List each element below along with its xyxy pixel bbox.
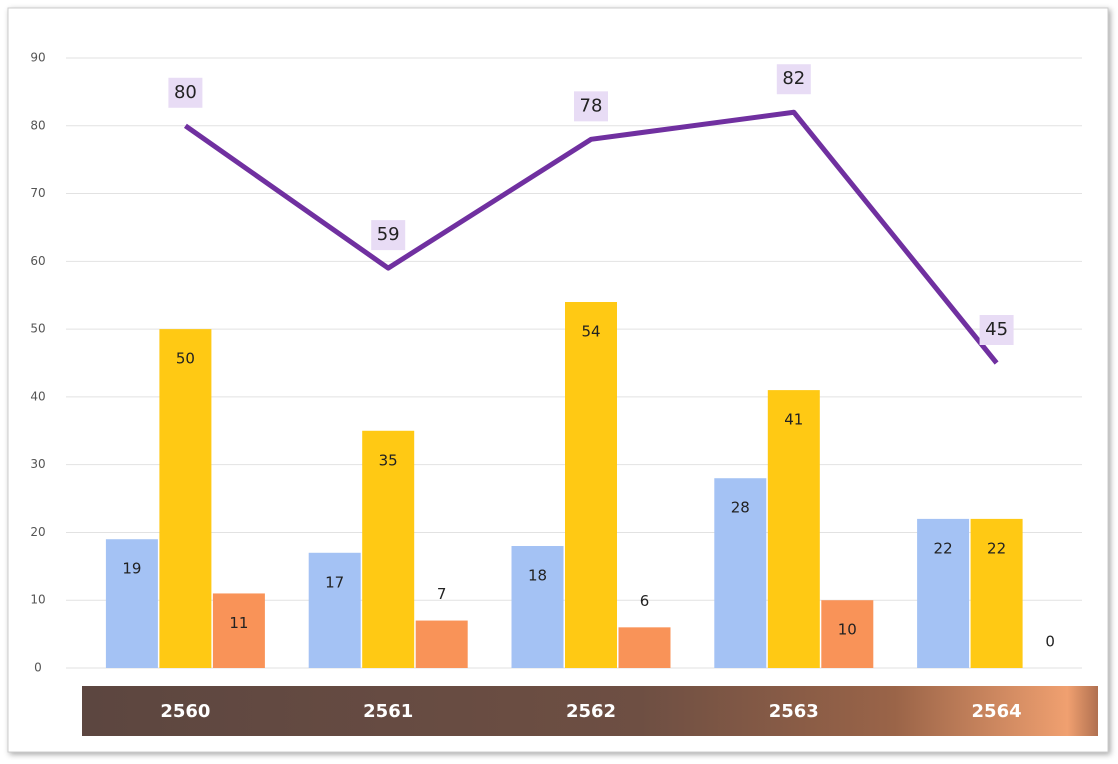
value-label: 28 — [731, 499, 750, 517]
value-label: 54 — [581, 323, 600, 341]
value-label: 17 — [325, 573, 344, 591]
value-label: 59 — [377, 224, 400, 245]
y-tick-label: 10 — [30, 593, 45, 607]
y-tick-label: 0 — [34, 661, 42, 675]
bar — [212, 593, 265, 668]
x-tick-label: 2562 — [566, 701, 616, 722]
value-label: 10 — [838, 621, 857, 639]
bar — [415, 620, 468, 668]
value-label: 22 — [987, 539, 1006, 557]
value-label-box — [574, 91, 608, 122]
value-label-box — [371, 220, 406, 251]
x-tick-label: 2561 — [363, 701, 413, 722]
value-label: 11 — [229, 614, 248, 632]
value-label: 0 — [1045, 633, 1055, 651]
value-label: 22 — [934, 539, 953, 557]
bar — [159, 329, 212, 668]
bar — [308, 552, 361, 668]
bar — [618, 627, 671, 668]
x-tick-label: 2564 — [972, 701, 1022, 722]
value-label-box — [168, 77, 203, 108]
value-label: 35 — [379, 451, 398, 469]
value-label: 7 — [437, 585, 447, 603]
value-label: 6 — [640, 592, 650, 610]
bar — [362, 430, 415, 668]
bar — [821, 600, 874, 668]
category-band — [82, 686, 1098, 736]
value-label: 18 — [528, 567, 547, 585]
bar — [917, 518, 970, 668]
bar — [714, 478, 767, 668]
x-tick-label: 2560 — [160, 701, 210, 722]
value-label: 50 — [176, 350, 195, 368]
bar — [970, 518, 1023, 668]
y-tick-label: 30 — [30, 457, 45, 471]
y-tick-label: 60 — [30, 254, 45, 268]
y-tick-label: 20 — [30, 525, 45, 539]
line — [183, 109, 999, 365]
value-label: 80 — [174, 82, 197, 103]
y-tick-label: 50 — [30, 322, 45, 336]
value-label: 82 — [782, 68, 805, 89]
value-label: 41 — [784, 411, 803, 429]
x-tick-label: 2563 — [769, 701, 819, 722]
value-label: 78 — [580, 95, 603, 116]
y-tick-label: 70 — [30, 186, 45, 200]
value-label-box — [776, 64, 811, 95]
y-tick-label: 80 — [30, 118, 45, 132]
bar — [767, 390, 820, 668]
value-label: 19 — [122, 560, 141, 578]
y-tick-label: 90 — [30, 51, 45, 65]
bar — [565, 302, 617, 668]
value-label: 45 — [985, 319, 1008, 340]
value-label-box — [979, 315, 1014, 345]
bar — [511, 546, 564, 668]
bar — [105, 539, 158, 668]
y-tick-label: 40 — [30, 389, 45, 403]
